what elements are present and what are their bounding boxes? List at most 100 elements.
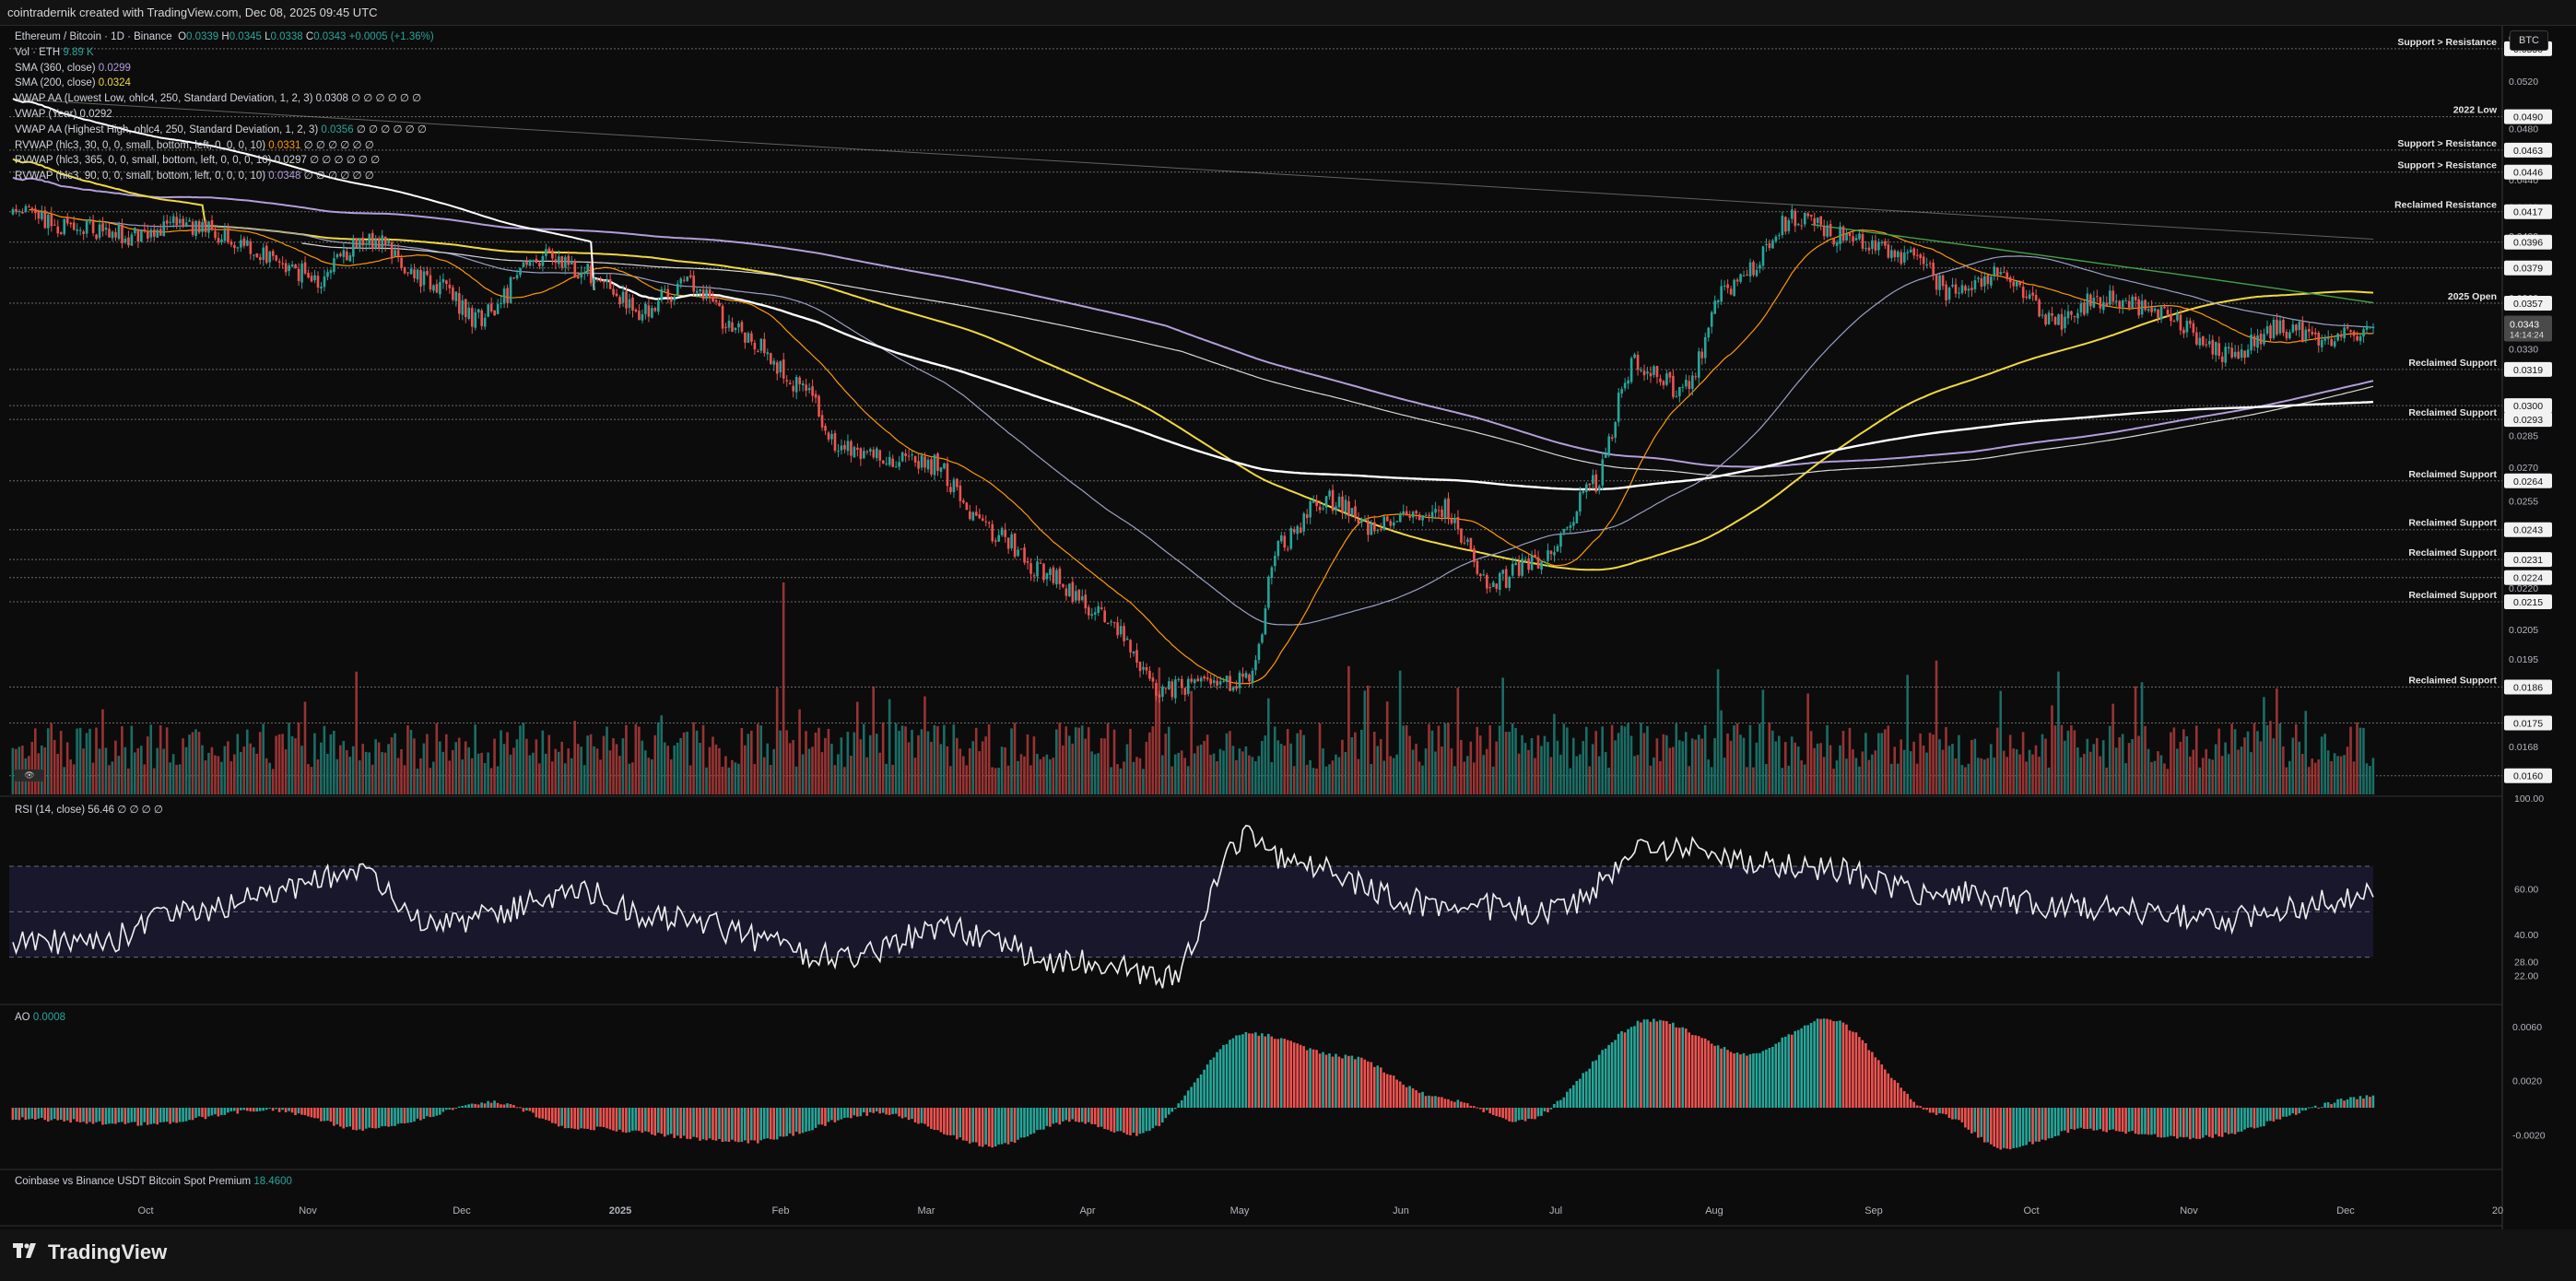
volume-bar xyxy=(653,735,657,794)
volume-visibility-toggle[interactable]: 👁 xyxy=(15,770,44,782)
ao-bar xyxy=(1610,1041,1614,1108)
legend-rvwap365[interactable]: RVWAP (hlc3, 365, 0, 0, small, bottom, l… xyxy=(15,153,434,169)
ao-bar xyxy=(2323,1102,2326,1108)
ao-bar xyxy=(965,1108,969,1141)
ao-bar xyxy=(911,1108,913,1120)
legend-vwap-high[interactable]: VWAP AA (Highest High, ohlc4, 250, Stand… xyxy=(15,123,434,138)
time-tick-label: Nov xyxy=(299,1205,317,1216)
level-label: Reclaimed Support xyxy=(2408,547,2497,558)
candle-body xyxy=(24,206,28,212)
ao-bar xyxy=(1864,1042,1867,1108)
ao-bar xyxy=(2243,1108,2246,1130)
ao-bar xyxy=(429,1108,432,1118)
candle-body xyxy=(396,250,400,257)
ao-bar xyxy=(865,1108,869,1116)
candle-body xyxy=(1902,253,1906,263)
volume-bar xyxy=(1491,766,1495,794)
legend-main[interactable]: Ethereum / Bitcoin · 1D · Binance O0.033… xyxy=(15,29,434,45)
volume-bar xyxy=(1906,675,1909,794)
candle-body xyxy=(1787,220,1791,231)
volume-bar xyxy=(650,758,653,794)
volume-bar xyxy=(476,753,480,794)
volume-bar xyxy=(2053,725,2057,794)
candle-body xyxy=(1065,588,1068,596)
volume-bar xyxy=(2166,769,2170,794)
ao-bar xyxy=(1216,1052,1218,1108)
ao-bar xyxy=(2079,1108,2083,1128)
candle-body xyxy=(2301,322,2304,343)
candle-body xyxy=(1640,370,1642,371)
ao-bar xyxy=(351,1108,355,1130)
tradingview-brand[interactable]: TradingView xyxy=(13,1240,167,1264)
ao-bar xyxy=(557,1108,560,1127)
volume-bar xyxy=(2099,756,2102,794)
ao-bar xyxy=(846,1108,850,1118)
legend-vwap-year[interactable]: VWAP (Year) 0.0292 xyxy=(15,107,434,123)
volume-bar xyxy=(1155,691,1158,794)
ao-bar xyxy=(608,1108,612,1130)
ao-bar xyxy=(220,1108,223,1115)
volume-bar xyxy=(1173,754,1177,794)
volume-bar xyxy=(1935,660,1938,794)
candle-body xyxy=(2304,329,2308,341)
volume-bar xyxy=(794,766,798,794)
ao-bar xyxy=(599,1108,602,1127)
volume-bar xyxy=(1324,766,1328,794)
ao-bar xyxy=(2124,1108,2127,1134)
candle-body xyxy=(602,280,606,283)
volume-bar xyxy=(1309,759,1312,794)
candle-body xyxy=(82,231,85,234)
candle-body xyxy=(1023,547,1026,563)
candle-body xyxy=(1668,371,1672,378)
currency-button[interactable]: BTC xyxy=(2510,30,2548,51)
ao-bar xyxy=(1803,1025,1806,1108)
ao-bar xyxy=(262,1108,265,1111)
volume-bar xyxy=(506,732,509,794)
ao-bar xyxy=(2114,1108,2118,1132)
legend-sma360[interactable]: SMA (360, close) 0.0299 xyxy=(15,61,434,76)
ao-bar xyxy=(1180,1099,1183,1108)
ao-bar xyxy=(943,1108,946,1134)
volume-bar xyxy=(1065,726,1068,794)
ao-bar xyxy=(476,1104,480,1108)
level-price-badge xyxy=(2504,295,2552,311)
legend-rvwap30[interactable]: RVWAP (hlc3, 30, 0, 0, small, bottom, le… xyxy=(15,138,434,154)
legend-sma200[interactable]: SMA (200, close) 0.0324 xyxy=(15,76,434,91)
ao-bar xyxy=(2131,1108,2134,1132)
legend-vwap-low[interactable]: VWAP AA (Lowest Low, ohlc4, 250, Standar… xyxy=(15,91,434,107)
candle-body xyxy=(1251,670,1254,683)
premium-legend[interactable]: Coinbase vs Binance USDT Bitcoin Spot Pr… xyxy=(15,1176,292,1187)
volume-bar xyxy=(2051,705,2053,794)
candle-body xyxy=(1456,517,1460,530)
ao-bar xyxy=(2365,1095,2369,1108)
legend-volume[interactable]: Vol · ETH 9.89 K xyxy=(15,45,434,61)
volume-bar xyxy=(805,731,807,794)
ao-bar xyxy=(2313,1105,2317,1108)
legend-rvwap90[interactable]: RVWAP (hlc3, 90, 0, 0, small, bottom, le… xyxy=(15,169,434,184)
ao-bar xyxy=(2088,1108,2092,1129)
volume-bar xyxy=(1688,766,1691,794)
ao-bar xyxy=(2064,1108,2066,1131)
rsi-legend[interactable]: RSI (14, close) 56.46 ∅ ∅ ∅ ∅ xyxy=(15,803,163,816)
candle-body xyxy=(1261,634,1264,643)
candle-body xyxy=(1572,522,1575,526)
candle-body xyxy=(1129,640,1132,652)
volume-bar xyxy=(2224,742,2227,794)
candle-body xyxy=(1017,549,1019,557)
candle-body xyxy=(1912,248,1916,256)
ao-bar xyxy=(1032,1108,1036,1134)
volume-bar xyxy=(1861,751,1864,794)
candle-body xyxy=(1919,254,1923,259)
volume-bar xyxy=(2002,750,2006,794)
volume-bar xyxy=(615,744,618,794)
candle-body xyxy=(284,263,288,273)
candle-body xyxy=(1688,381,1691,389)
ao-bar xyxy=(1816,1018,1819,1108)
candle-body xyxy=(1614,422,1617,438)
volume-bar xyxy=(644,750,647,794)
ao-legend[interactable]: AO 0.0008 xyxy=(15,1012,65,1023)
candle-body xyxy=(153,229,156,237)
price-tick-label: 0.0205 xyxy=(2509,625,2538,636)
candle-body xyxy=(1177,679,1181,681)
